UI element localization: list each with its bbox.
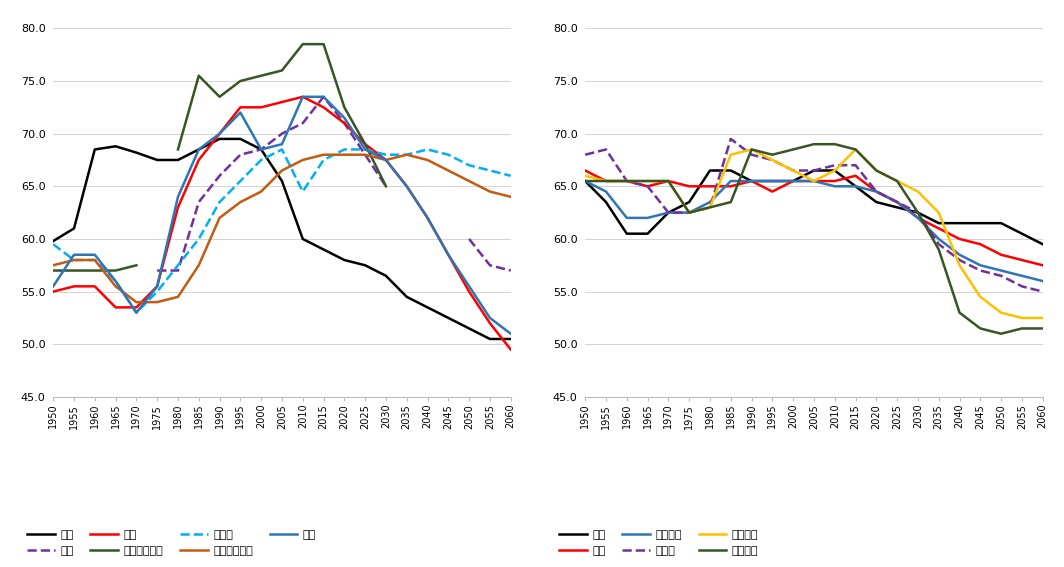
Legend: 米国, 英国, フランス, ドイツ, イタリア, スペイン: 米国, 英国, フランス, ドイツ, イタリア, スペイン xyxy=(559,530,759,556)
Legend: 日本, 中国, 韓国, シンガポール, インド, インドネシア, 台湾: 日本, 中国, 韓国, シンガポール, インド, インドネシア, 台湾 xyxy=(27,530,316,556)
